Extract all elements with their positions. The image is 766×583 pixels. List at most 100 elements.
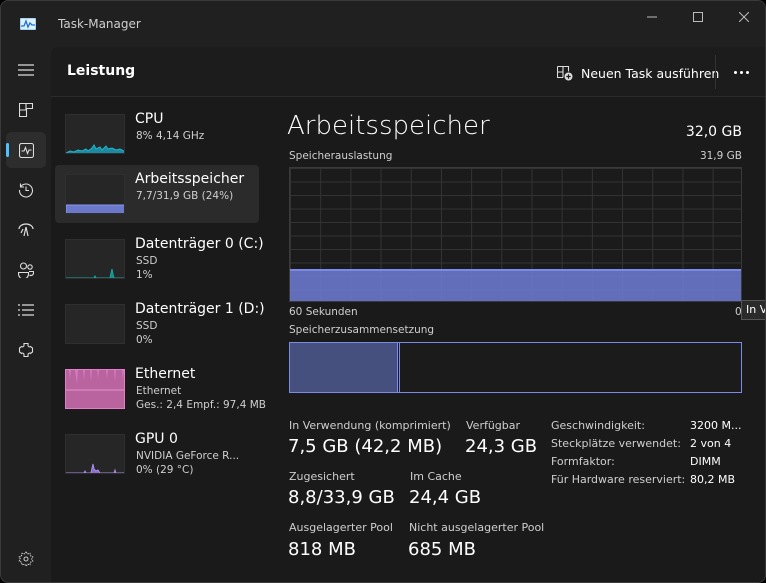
device-name: Datenträger 0 (C:): [135, 236, 264, 252]
device-item-disk-0[interactable]: Datenträger 0 (C:) SSD 1%: [55, 230, 264, 288]
run-new-task-button[interactable]: Neuen Task ausführen: [557, 62, 719, 84]
device-name: Arbeitsspeicher: [135, 171, 245, 187]
committed-label: Zugesichert: [289, 470, 355, 483]
device-name: CPU: [135, 111, 164, 127]
device-throughput: Ges.: 2,4 Empf.: 97,4 MB: [136, 399, 266, 411]
device-model: NVIDIA GeForce R...: [136, 450, 240, 462]
nonpaged-pool-label: Nicht ausgelagerter Pool: [409, 521, 545, 534]
content-area: Leistung Neuen Task ausführen CPU 8% 4,1…: [51, 47, 765, 582]
nav-item-performance[interactable]: [6, 132, 46, 168]
gear-icon: [18, 551, 34, 567]
page-header: Leistung Neuen Task ausführen: [51, 47, 765, 97]
services-icon: [18, 342, 34, 358]
more-icon-dot: [733, 70, 737, 74]
device-detail: 8% 4,14 GHz: [136, 130, 205, 142]
usage-graph-max: 31,9 GB: [699, 150, 742, 162]
more-options-button[interactable]: [727, 59, 755, 85]
page-title: Leistung: [67, 63, 136, 79]
startup-icon: [18, 223, 34, 237]
device-item-ethernet[interactable]: Ethernet Ethernet Ges.: 2,4 Empf.: 97,4 …: [55, 360, 266, 418]
details-icon: [18, 304, 34, 316]
new-task-icon: [557, 65, 573, 80]
disk-1-thumbnail-graph: [65, 304, 125, 344]
device-item-disk-1[interactable]: Datenträger 1 (D:) SSD 0%: [55, 295, 265, 353]
task-manager-app-icon: [20, 18, 36, 30]
performance-icon: [18, 142, 34, 158]
paged-pool-label: Ausgelagerter Pool: [289, 521, 393, 534]
app-title: Task-Manager: [58, 17, 141, 31]
minimize-icon: [647, 16, 657, 18]
hamburger-icon: [18, 64, 34, 76]
device-detail: 7,7/31,9 GB (24%): [136, 190, 234, 202]
cached-value: 24,4 GB: [409, 487, 482, 508]
usage-graph-label: Speicherauslastung: [289, 150, 393, 162]
users-icon: [18, 262, 34, 278]
memory-usage-graph[interactable]: [289, 167, 742, 302]
form-factor-value: DIMM: [690, 455, 721, 468]
available-label: Verfügbar: [466, 419, 521, 432]
device-usage: 0% (29 °C): [136, 464, 194, 476]
graph-time-end: 0: [735, 306, 742, 318]
device-type: Ethernet: [136, 385, 182, 397]
maximize-button[interactable]: [675, 1, 721, 33]
more-icon-dot: [745, 70, 749, 74]
run-new-task-label: Neuen Task ausführen: [581, 65, 720, 81]
memory-total: 32,0 GB: [685, 124, 742, 140]
device-name: Datenträger 1 (D:): [135, 301, 265, 317]
composition-in-use: [290, 343, 398, 392]
history-icon: [18, 183, 34, 198]
title-bar[interactable]: Task-Manager: [1, 1, 765, 47]
paged-pool-value: 818 MB: [288, 539, 356, 560]
nav-item-services[interactable]: [6, 332, 46, 368]
ethernet-thumbnail-graph: [65, 369, 125, 409]
speed-label: Geschwindigkeit:: [551, 419, 645, 432]
memory-thumbnail-graph: [65, 174, 125, 214]
nav-item-processes[interactable]: [6, 92, 46, 128]
processes-icon: [19, 103, 33, 117]
device-item-cpu[interactable]: CPU 8% 4,14 GHz: [55, 105, 259, 163]
graph-time-start: 60 Sekunden: [289, 306, 358, 318]
minimize-button[interactable]: [629, 1, 675, 33]
close-icon: [739, 12, 749, 22]
close-button[interactable]: [721, 1, 765, 33]
hardware-reserved-label: Für Hardware reserviert:: [551, 473, 686, 486]
memory-composition-bar[interactable]: [289, 342, 742, 393]
device-type: SSD: [136, 320, 158, 332]
left-navigation: [1, 47, 51, 582]
nonpaged-pool-value: 685 MB: [408, 539, 476, 560]
device-item-memory[interactable]: Arbeitsspeicher 7,7/31,9 GB (24%): [55, 165, 259, 223]
graph-tooltip: In Verwendung: [741, 300, 765, 320]
device-usage: 1%: [136, 269, 153, 281]
gpu-thumbnail-graph: [65, 434, 125, 474]
speed-value: 3200 M...: [690, 419, 742, 432]
composition-modified: [398, 343, 400, 392]
cached-label: Im Cache: [410, 470, 462, 483]
nav-menu-button[interactable]: [6, 52, 46, 88]
header-divider: [715, 55, 716, 89]
available-value: 24,3 GB: [465, 436, 538, 457]
in-use-label: In Verwendung (komprimiert): [289, 419, 451, 432]
cpu-thumbnail-graph: [65, 114, 125, 154]
device-name: GPU 0: [135, 431, 178, 447]
device-name: Ethernet: [135, 366, 196, 382]
form-factor-label: Formfaktor:: [551, 455, 615, 468]
slots-used-value: 2 von 4: [690, 437, 732, 450]
nav-item-details[interactable]: [6, 292, 46, 328]
committed-value: 8,8/33,9 GB: [288, 487, 395, 508]
maximize-icon: [693, 12, 703, 22]
composition-label: Speicherzusammensetzung: [289, 324, 435, 336]
memory-usage-fill: [290, 269, 741, 301]
hardware-reserved-value: 80,2 MB: [690, 473, 736, 486]
in-use-value: 7,5 GB (42,2 MB): [288, 436, 443, 457]
device-type: SSD: [136, 255, 158, 267]
nav-item-users[interactable]: [6, 252, 46, 288]
nav-item-startup-apps[interactable]: [6, 212, 46, 248]
settings-button[interactable]: [6, 541, 46, 577]
device-item-gpu-0[interactable]: GPU 0 NVIDIA GeForce R... 0% (29 °C): [55, 425, 259, 483]
disk-0-thumbnail-graph: [65, 239, 125, 279]
nav-item-app-history[interactable]: [6, 172, 46, 208]
device-usage: 0%: [136, 334, 153, 346]
slots-used-label: Steckplätze verwendet:: [551, 437, 681, 450]
more-icon-dot: [739, 70, 743, 74]
